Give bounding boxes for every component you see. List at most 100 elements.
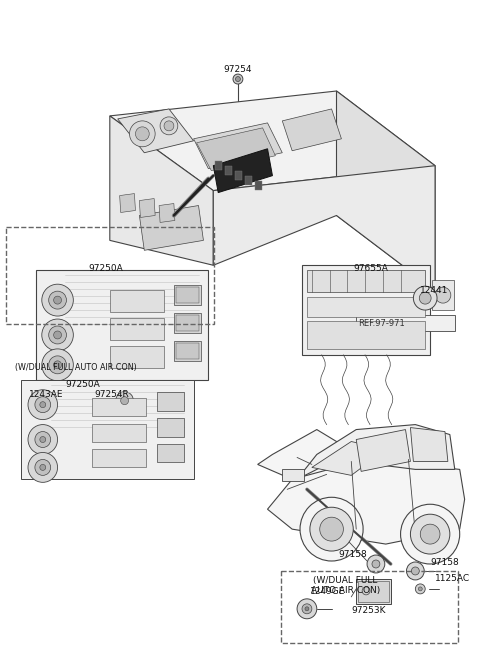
Bar [307,297,425,317]
Circle shape [320,517,343,541]
Bar [307,271,425,292]
Bar [110,318,164,340]
Circle shape [40,402,46,407]
Bar [215,160,222,170]
Circle shape [418,587,422,591]
Text: 12441: 12441 [420,286,449,295]
Polygon shape [21,380,193,479]
Text: (W/DUAL FULL AUTO AIR CON): (W/DUAL FULL AUTO AIR CON) [15,364,137,372]
Circle shape [367,555,385,573]
Text: 97250A: 97250A [65,381,100,389]
Bar [307,321,425,349]
Circle shape [135,127,149,141]
Circle shape [116,392,133,409]
Circle shape [39,396,43,400]
Polygon shape [297,424,455,479]
Bar [280,571,458,643]
Circle shape [300,497,363,561]
Bar [176,343,200,359]
Bar [174,341,202,361]
Circle shape [40,464,46,470]
Bar [157,418,184,436]
Circle shape [160,117,178,135]
Polygon shape [193,123,282,169]
Text: 97250A: 97250A [88,264,123,272]
Polygon shape [258,430,366,489]
Circle shape [302,604,312,614]
Circle shape [413,286,437,310]
Text: REF.97-971: REF.97-971 [358,318,405,328]
Circle shape [164,121,174,131]
Polygon shape [312,441,386,476]
Bar [110,346,164,368]
Circle shape [28,390,58,420]
Circle shape [54,296,61,304]
Circle shape [415,584,425,594]
Polygon shape [213,149,273,193]
Circle shape [42,349,73,381]
Circle shape [28,453,58,482]
Bar [176,287,200,303]
Circle shape [130,121,155,147]
Bar [174,313,202,333]
Circle shape [42,319,73,351]
Bar [255,181,262,189]
Bar [157,392,184,411]
Text: (W/DUAL FULL: (W/DUAL FULL [313,576,378,586]
Polygon shape [336,91,435,290]
Circle shape [411,567,420,575]
Bar [6,227,214,324]
Bar [110,290,164,312]
Polygon shape [36,271,208,380]
Circle shape [407,562,424,580]
Polygon shape [282,109,341,151]
Bar [356,315,455,331]
Text: 97254: 97254 [224,65,252,73]
Polygon shape [139,198,155,217]
Circle shape [35,459,51,476]
Text: 97655A: 97655A [353,264,388,272]
Circle shape [297,599,317,619]
Polygon shape [110,91,435,191]
Polygon shape [267,459,465,544]
Circle shape [48,356,66,374]
Circle shape [435,287,451,303]
Circle shape [54,331,61,339]
Text: 97254R: 97254R [94,390,129,399]
Circle shape [310,507,353,551]
Circle shape [35,397,51,413]
Polygon shape [356,430,410,472]
Circle shape [118,393,132,407]
Polygon shape [110,116,213,265]
Text: 1243AE: 1243AE [29,390,63,399]
Bar [432,280,454,310]
Text: 97253K: 97253K [351,607,386,615]
Circle shape [420,524,440,544]
Circle shape [42,284,73,316]
Bar [157,443,184,462]
Text: AUTO AIR CON): AUTO AIR CON) [311,586,380,595]
Circle shape [362,587,370,595]
Polygon shape [120,194,135,212]
Circle shape [35,432,51,447]
Bar [282,470,304,481]
Bar [235,171,242,179]
Text: 97158: 97158 [338,550,367,559]
Circle shape [233,74,243,84]
Polygon shape [159,204,175,223]
Text: 1249GE: 1249GE [310,588,345,596]
Circle shape [372,560,380,568]
Circle shape [120,397,129,405]
Circle shape [401,504,460,564]
Polygon shape [213,166,435,290]
Bar [174,285,202,305]
Bar [356,579,391,604]
Bar [92,398,146,416]
Circle shape [54,361,61,369]
Circle shape [40,436,46,443]
Circle shape [28,424,58,455]
Bar [176,315,200,331]
Text: 1125AC: 1125AC [435,574,470,584]
Bar [225,166,232,175]
Circle shape [111,386,138,414]
